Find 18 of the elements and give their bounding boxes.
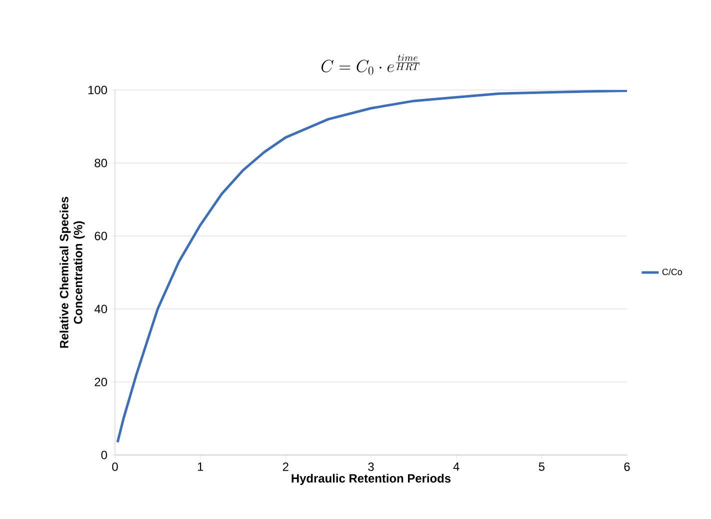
x-tick-label: 3 <box>368 462 374 471</box>
y-tick-label: 20 <box>94 378 108 386</box>
x-axis-title: Hydraulic Retention Periods <box>292 474 451 485</box>
chart-title: $C = C_0 \cdot e^{\frac{time}{HRT}}$ <box>321 54 420 75</box>
y-tick-label: 80 <box>94 158 108 168</box>
x-tick-label: 1 <box>198 462 204 471</box>
y-tick-label: 0 <box>101 450 108 460</box>
x-tick-label: 4 <box>453 462 460 471</box>
y-tick-label: 100 <box>88 86 108 94</box>
x-tick-label: 5 <box>538 462 544 471</box>
y-tick-label: 40 <box>94 304 108 314</box>
x-tick-label: 0 <box>112 462 118 471</box>
y-axis-title: Relative Chemical Species Concentration (%) <box>60 196 85 348</box>
line-series <box>116 90 627 444</box>
legend-label: C/Co <box>662 268 682 276</box>
x-tick-label: 6 <box>624 462 630 471</box>
y-tick-label: 60 <box>94 232 108 240</box>
x-tick-label: 2 <box>282 462 288 471</box>
